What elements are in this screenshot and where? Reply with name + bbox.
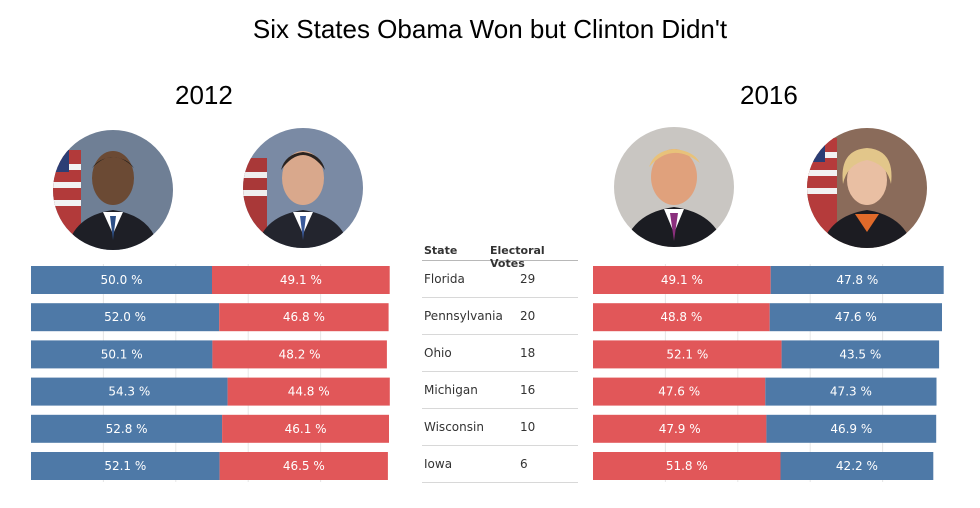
chart-2016: 49.1 % 47.8 % 48.8 % 47.6 % 52.1 % 43.5 % 47.6…	[593, 266, 944, 480]
data-label-2012-florida-1: 49.1 %	[280, 273, 322, 287]
year-2012-label: 2012	[175, 80, 233, 110]
data-label-2016-iowa-0: 51.8 %	[666, 459, 708, 473]
bar-2016-florida-segment-1	[770, 266, 944, 294]
bar-2016-pennsylvania-segment-0	[593, 303, 770, 332]
data-label-2012-iowa-1: 46.5 %	[283, 459, 325, 473]
data-label-2012-florida-0: 50.0 %	[101, 273, 143, 287]
bar-2016-michigan-segment-0	[593, 377, 766, 406]
table-row: Pennsylvania 20	[422, 298, 578, 335]
votes-cell: 6	[520, 457, 528, 471]
bar-2016-pennsylvania-segment-1	[769, 303, 942, 332]
data-label-2012-michigan-0: 54.3 %	[108, 385, 150, 399]
chart-2012: 50.0 % 49.1 % 52.0 % 46.8 % 50.1 % 48.2 % 54.3…	[31, 266, 390, 480]
data-label-2016-wisconsin-1: 46.9 %	[830, 422, 872, 436]
data-label-2012-ohio-1: 48.2 %	[279, 347, 321, 361]
state-cell: Florida	[424, 272, 465, 286]
data-label-2016-pennsylvania-1: 47.6 %	[835, 310, 877, 324]
data-label-2016-pennsylvania-0: 48.8 %	[660, 310, 702, 324]
votes-cell: 16	[520, 383, 536, 397]
votes-cell: 20	[520, 309, 536, 323]
data-label-2012-ohio-0: 50.1 %	[101, 347, 143, 361]
bar-2012-pennsylvania-segment-1	[219, 303, 389, 332]
bar-2016-iowa-segment-1	[780, 452, 934, 480]
gridlines	[102, 264, 884, 482]
bar-2012-florida-segment-0	[31, 266, 212, 294]
table-row: Ohio 18	[422, 335, 578, 372]
bar-2016-wisconsin-segment-0	[593, 414, 767, 443]
votes-column-header: Electoral Votes	[490, 244, 545, 270]
clinton-portrait	[807, 128, 927, 248]
data-label-2016-ohio-0: 52.1 %	[666, 347, 708, 361]
table-row: Iowa 6	[422, 446, 578, 483]
table-header: State Electoral Votes	[422, 244, 578, 270]
bar-2012-wisconsin-segment-1	[222, 414, 389, 443]
bar-2016-michigan-segment-1	[765, 377, 937, 406]
data-label-2016-florida-0: 49.1 %	[661, 273, 703, 287]
state-cell: Ohio	[424, 346, 452, 360]
bar-2012-iowa-segment-1	[219, 452, 388, 480]
bar-2012-pennsylvania-segment-0	[31, 303, 220, 332]
data-label-2016-michigan-0: 47.6 %	[658, 385, 700, 399]
bar-2012-florida-segment-1	[212, 266, 390, 294]
table-row: Florida 29	[422, 261, 578, 298]
table-row: Michigan 16	[422, 372, 578, 409]
state-cell: Michigan	[424, 383, 478, 397]
data-label-2012-pennsylvania-0: 52.0 %	[104, 310, 146, 324]
data-label-2012-michigan-1: 44.8 %	[288, 385, 330, 399]
bar-2012-michigan-segment-0	[31, 377, 228, 406]
bar-2012-ohio-segment-1	[212, 340, 387, 369]
bar-2012-iowa-segment-0	[31, 452, 220, 480]
electoral-table: State Electoral Votes Florida 29 Pennsyl…	[422, 244, 578, 483]
data-label-2012-wisconsin-0: 52.8 %	[106, 422, 148, 436]
bar-2016-iowa-segment-0	[593, 452, 781, 480]
votes-cell: 18	[520, 346, 536, 360]
data-label-2016-florida-1: 47.8 %	[836, 273, 878, 287]
data-label-2016-michigan-1: 47.3 %	[830, 385, 872, 399]
data-label-2012-pennsylvania-1: 46.8 %	[283, 310, 325, 324]
data-label-2016-ohio-1: 43.5 %	[839, 347, 881, 361]
bar-2016-ohio-segment-1	[781, 340, 940, 369]
data-label-2012-wisconsin-1: 46.1 %	[285, 422, 327, 436]
state-column-header: State	[424, 244, 458, 257]
bar-2016-ohio-segment-0	[593, 340, 782, 369]
bar-2016-florida-segment-0	[593, 266, 771, 294]
bar-2016-wisconsin-segment-1	[766, 414, 937, 443]
state-cell: Pennsylvania	[424, 309, 503, 323]
data-label-2016-iowa-1: 42.2 %	[836, 459, 878, 473]
state-cell: Wisconsin	[424, 420, 484, 434]
obama-portrait	[53, 130, 173, 250]
table-row: Wisconsin 10	[422, 409, 578, 446]
chart-title: Six States Obama Won but Clinton Didn't	[252, 14, 728, 44]
romney-portrait	[243, 128, 363, 248]
trump-portrait	[614, 127, 734, 247]
votes-cell: 10	[520, 420, 536, 434]
data-label-2012-iowa-0: 52.1 %	[104, 459, 146, 473]
bar-2012-michigan-segment-1	[227, 377, 390, 406]
bar-2012-ohio-segment-0	[31, 340, 213, 369]
bar-2012-wisconsin-segment-0	[31, 414, 223, 443]
votes-cell: 29	[520, 272, 536, 286]
year-2016-label: 2016	[740, 80, 798, 110]
data-label-2016-wisconsin-0: 47.9 %	[659, 422, 701, 436]
state-cell: Iowa	[424, 457, 453, 471]
